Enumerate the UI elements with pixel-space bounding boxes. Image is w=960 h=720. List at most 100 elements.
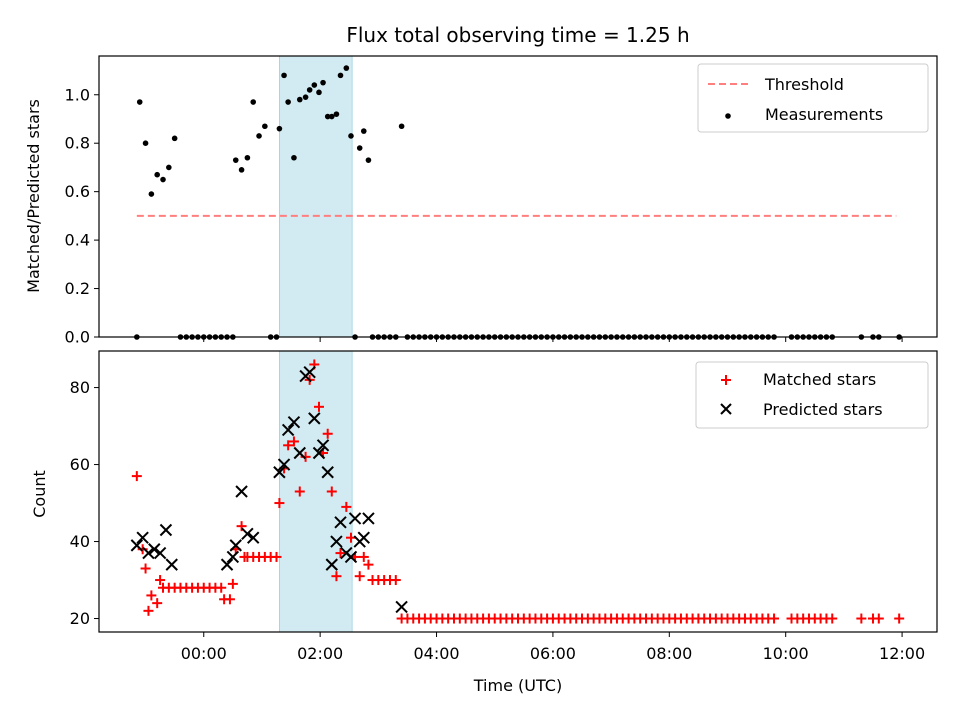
predicted-star-marker [303, 365, 316, 379]
y-tick-label: 0.2 [65, 279, 90, 298]
measurement-point [238, 167, 245, 173]
predicted-star-marker [142, 546, 155, 560]
count-x-axis-label: Time (UTC) [473, 676, 562, 695]
predicted-star-marker [348, 512, 362, 525]
predicted-star-marker [325, 558, 338, 571]
measurement-point [232, 157, 239, 163]
measurement-point [256, 133, 262, 139]
count-y-axis-label: Count [30, 470, 49, 518]
predicted-star-marker [308, 412, 321, 425]
count-legend-box [695, 361, 929, 429]
predicted-star-marker [395, 600, 408, 614]
matched-star-marker [769, 613, 780, 624]
legend-predicted-label: Predicted stars [763, 400, 883, 419]
axes-frame [98, 55, 938, 338]
matched-star-marker [358, 551, 369, 562]
x-tick-label: 12:00 [879, 644, 925, 663]
matched-star-marker [283, 440, 294, 451]
predicted-star-marker [362, 512, 375, 525]
y-tick-label: 0.4 [65, 231, 90, 250]
matched-star-marker [827, 613, 838, 624]
legend-predicted-swatch [720, 403, 732, 415]
measurement-point [160, 176, 166, 183]
legend-matched-swatch [721, 375, 731, 385]
predicted-star-marker [273, 466, 286, 479]
measurement-point [171, 135, 178, 142]
matched-star-marker [354, 571, 365, 582]
matched-star-marker [326, 486, 337, 497]
matched-star-marker [236, 521, 247, 532]
matched-star-marker [363, 559, 374, 570]
measurement-point [296, 96, 303, 103]
ratio-plot-area: 0.0 0.2 0.4 0.6 0.8 1.0 [65, 55, 938, 347]
matched-star-marker [155, 575, 166, 586]
ratio-panel-title: Flux total observing time = 1.25 h [346, 23, 689, 47]
x-tick-label: 08:00 [646, 644, 692, 663]
measurement-point [343, 65, 350, 71]
measurement-point [148, 191, 155, 197]
y-tick-label: 1.0 [65, 85, 90, 104]
observing-span [279, 55, 353, 338]
measurement-point [136, 99, 143, 105]
y-tick-label: 0.6 [65, 182, 90, 201]
measurement-point [333, 111, 340, 117]
predicted-star-marker [235, 485, 248, 498]
predicted-star-marker [321, 466, 334, 479]
measurement-point [166, 164, 172, 171]
y-tick-label: 0.8 [65, 134, 90, 153]
y-tick-label: 40 [70, 532, 90, 551]
measurement-point [276, 125, 283, 132]
axes-frame [98, 350, 938, 633]
predicted-star-marker [247, 531, 260, 544]
measurement-point [337, 72, 344, 79]
predicted-star-marker [334, 516, 347, 529]
measurement-point [302, 94, 309, 100]
predicted-star-marker [159, 523, 173, 537]
measurement-point [365, 157, 372, 163]
x-tick-label: 10:00 [763, 644, 809, 663]
ratio-y-axis-label: Matched/Predicted stars [24, 99, 43, 293]
ratio-legend: Threshold Measurements [697, 63, 929, 133]
matched-star-marker [894, 613, 905, 624]
matched-star-marker [216, 582, 227, 593]
measurement-point [311, 82, 318, 88]
predicted-star-marker [357, 531, 370, 544]
measurement-point [281, 72, 287, 79]
count-legend: Matched stars Predicted stars [695, 361, 929, 429]
matched-star-marker [331, 571, 342, 582]
ratio-panel: 0.0 0.2 0.4 0.6 0.8 1.0 Flux total observing … [24, 23, 938, 347]
matched-star-marker [390, 575, 401, 586]
predicted-star-marker [136, 531, 149, 544]
matched-star-marker [294, 486, 305, 497]
measurement-point [285, 99, 291, 105]
predicted-star-marker [316, 439, 330, 452]
legend-matched-label: Matched stars [763, 370, 876, 389]
predicted-star-marker [226, 550, 240, 564]
measurement-point [244, 154, 251, 161]
matched-star-marker [341, 501, 352, 512]
predicted-star-marker [241, 527, 254, 541]
predicted-star-marker [312, 446, 326, 460]
count-panel: 20 40 60 80 00:00 02:00 04:00 06:00 08:00 10:00 12… [30, 350, 938, 695]
matched-star-marker [345, 532, 356, 543]
measurement-point [291, 154, 297, 161]
predicted-star-marker [287, 416, 301, 429]
legend-threshold-label: Threshold [764, 75, 844, 94]
matched-star-marker [274, 498, 285, 509]
predicted-star-marker [229, 539, 242, 552]
matched-star-marker [288, 436, 299, 447]
matched-star-marker [146, 590, 157, 601]
predicted-star-marker [165, 558, 178, 571]
ratio-legend-box [697, 63, 929, 133]
measurement-point [142, 140, 149, 147]
measurement-point [250, 99, 257, 105]
matched-star-marker [143, 605, 154, 616]
y-tick-label: 80 [70, 378, 90, 397]
measurement-point [398, 123, 405, 130]
measurement-point [348, 133, 354, 139]
matched-star-marker [313, 401, 324, 412]
predicted-star-marker [153, 546, 167, 560]
matched-star-marker [873, 613, 884, 624]
predicted-star-marker [281, 423, 295, 437]
predicted-star-marker [330, 535, 343, 548]
